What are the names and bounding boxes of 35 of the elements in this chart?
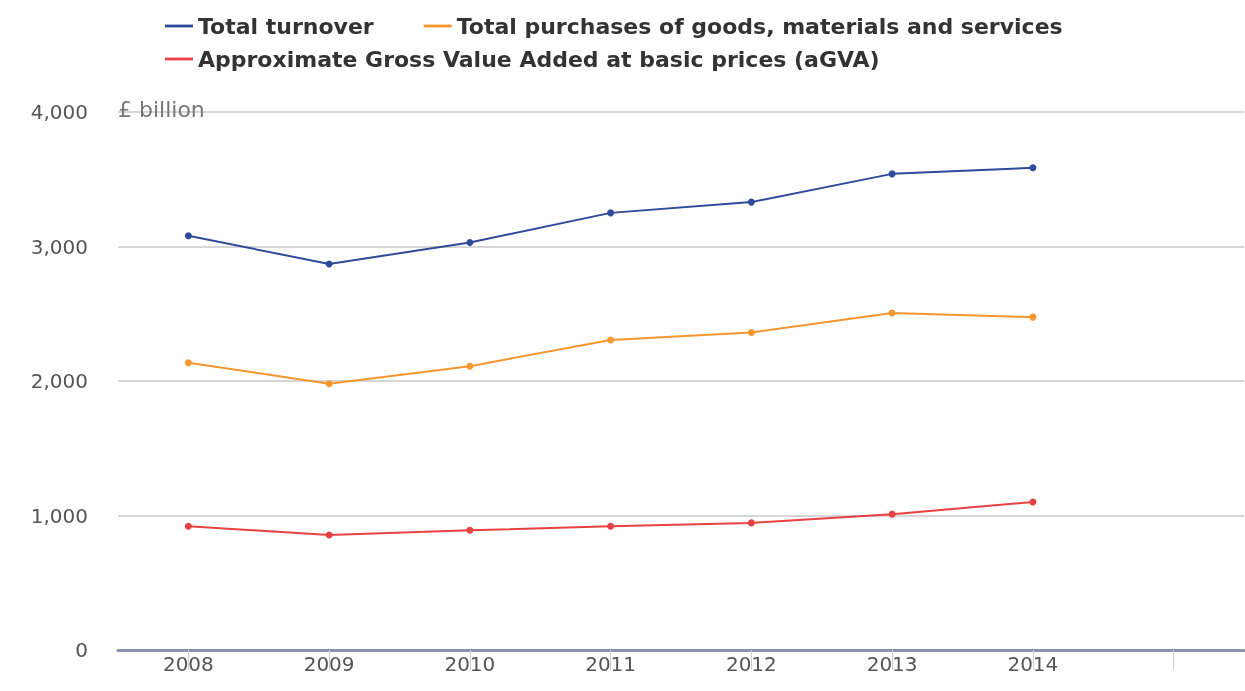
point bbox=[747, 519, 755, 527]
point bbox=[184, 522, 192, 530]
x-tick-label: 2013 bbox=[866, 652, 918, 676]
point bbox=[466, 238, 474, 246]
point bbox=[888, 170, 896, 178]
legend-label: Total turnover bbox=[198, 13, 374, 39]
point bbox=[1029, 313, 1037, 321]
point bbox=[184, 232, 192, 240]
x-tick-label: 2014 bbox=[1007, 652, 1059, 676]
x-tick-label: 2009 bbox=[303, 652, 355, 676]
x-tick-label: 2010 bbox=[444, 652, 496, 676]
x-tick-label: 2011 bbox=[585, 652, 637, 676]
point bbox=[888, 510, 896, 518]
y-tick-label: 4,000 bbox=[30, 100, 88, 124]
point bbox=[607, 336, 615, 344]
point bbox=[747, 329, 755, 337]
point bbox=[607, 209, 615, 217]
x-tick-label: 2012 bbox=[725, 652, 777, 676]
y-tick-label: 3,000 bbox=[30, 234, 88, 259]
point bbox=[466, 362, 474, 370]
x-tick-label: 2008 bbox=[162, 652, 214, 676]
legend-label: Approximate Gross Value Added at basic prices (aGVA) bbox=[198, 46, 880, 72]
y-tick-label: 1,000 bbox=[30, 503, 88, 528]
legend-label: Total purchases of goods, materials and services bbox=[456, 13, 1063, 39]
y-tick-label: 2,000 bbox=[30, 369, 88, 393]
point bbox=[325, 380, 333, 388]
point bbox=[747, 198, 755, 206]
y-tick-label: 0 bbox=[75, 638, 88, 662]
y-axis-title: £ billion bbox=[118, 96, 205, 122]
point bbox=[1029, 498, 1037, 506]
point bbox=[466, 526, 474, 534]
point bbox=[888, 309, 896, 317]
point bbox=[184, 359, 192, 367]
point bbox=[1029, 164, 1037, 172]
point bbox=[607, 522, 615, 530]
